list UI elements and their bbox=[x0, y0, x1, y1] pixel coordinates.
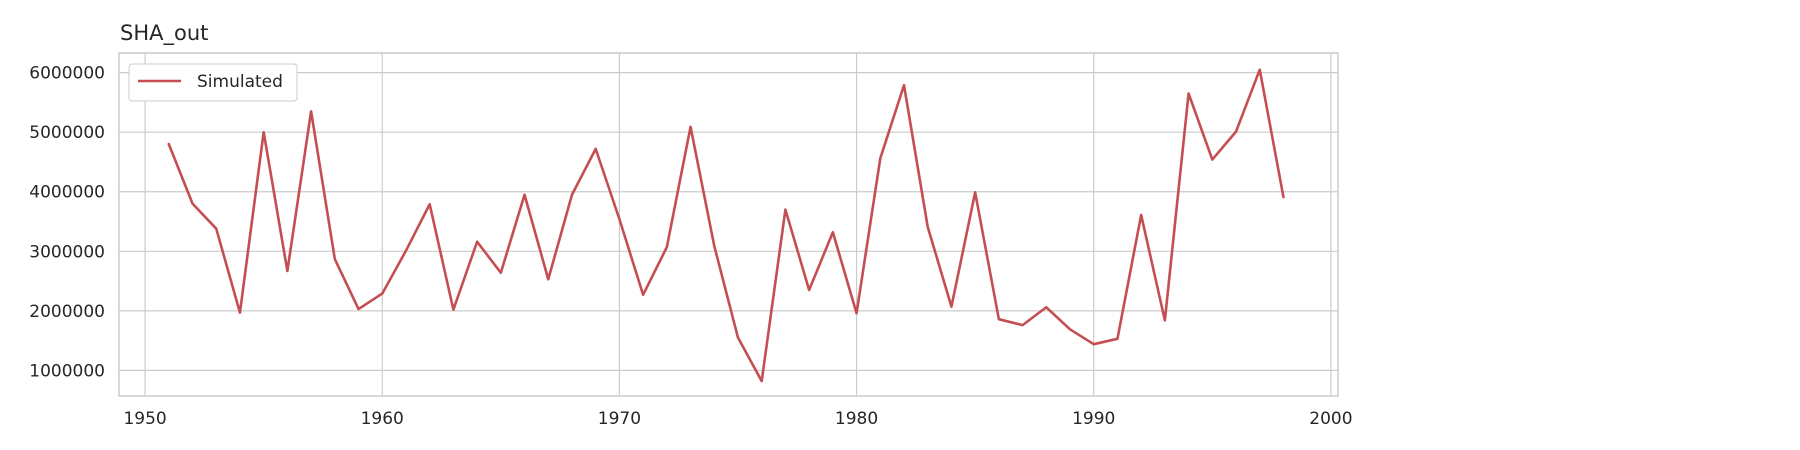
x-tick-label-1960: 1960 bbox=[361, 409, 404, 429]
legend: Simulated bbox=[128, 63, 298, 102]
y-tick-label-6000000: 6000000 bbox=[29, 64, 105, 84]
plot-frame bbox=[118, 52, 1339, 397]
y-tick-label-1000000: 1000000 bbox=[29, 361, 105, 381]
x-tick-label-1950: 1950 bbox=[123, 409, 166, 429]
x-tick-label-2000: 2000 bbox=[1309, 409, 1352, 429]
series-line-simulated bbox=[167, 68, 1285, 383]
y-tick-label-3000000: 3000000 bbox=[29, 242, 105, 262]
x-tick-label-1980: 1980 bbox=[835, 409, 878, 429]
x-tick-label-1970: 1970 bbox=[598, 409, 641, 429]
x-tick-label-1990: 1990 bbox=[1072, 409, 1115, 429]
legend-box bbox=[128, 63, 298, 102]
chart-title: SHA_out bbox=[120, 21, 208, 46]
plot-area: 1950 1960 1970 1980 1990 2000 1000000 2000000 30… bbox=[29, 52, 1353, 429]
y-tick-label-4000000: 4000000 bbox=[29, 183, 105, 203]
legend-label-simulated: Simulated bbox=[197, 72, 283, 92]
y-tick-label-5000000: 5000000 bbox=[29, 123, 105, 143]
y-tick-label-2000000: 2000000 bbox=[29, 302, 105, 322]
